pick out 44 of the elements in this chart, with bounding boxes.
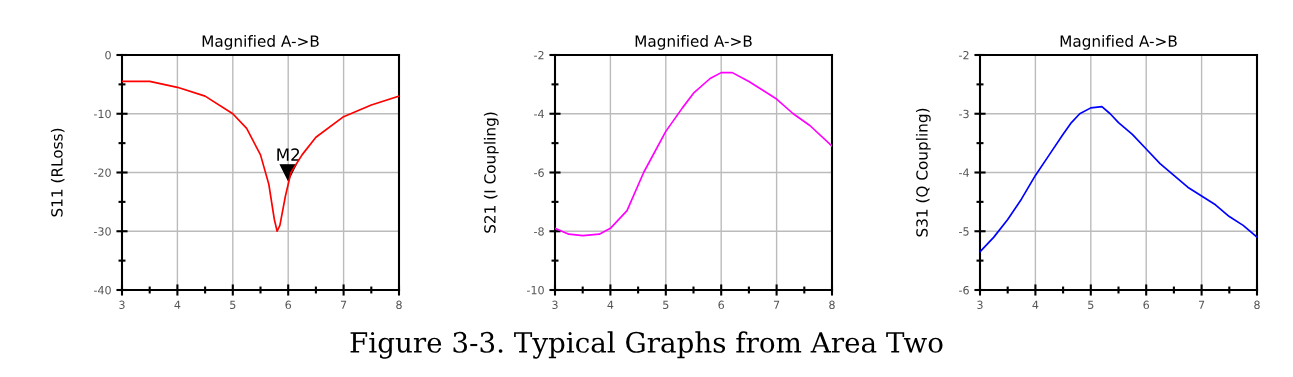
x-tick-label: 6	[1143, 300, 1150, 310]
y-tick-label: -2	[959, 50, 969, 60]
line-series	[122, 80, 399, 233]
y-tick-label: -6	[959, 285, 969, 295]
x-tick-label: 8	[829, 300, 835, 310]
x-tick-label: 8	[1254, 300, 1260, 310]
y-tick-label: -2	[534, 50, 544, 60]
line-series	[980, 105, 1257, 253]
line-series	[555, 71, 832, 237]
y-tick-label: -3	[959, 109, 969, 119]
y-tick-label: -40	[93, 285, 111, 295]
y-tick-label: -4	[959, 168, 969, 177]
chart-title: Magnified A->B	[635, 35, 752, 50]
annotation: M2	[277, 148, 300, 161]
x-tick-label: 6	[718, 300, 725, 310]
x-tick-label: 3	[119, 300, 125, 310]
x-tick-label: 7	[773, 300, 780, 309]
x-tick-label: 5	[1088, 300, 1094, 310]
x-tick-label: 5	[663, 300, 669, 310]
x-tick-label: 3	[977, 300, 983, 310]
caption: Figure 3-3. Typical Graphs from Area Two	[350, 331, 943, 359]
chart-title: Magnified A->B	[202, 35, 319, 50]
y-axis-title: S21 (I Coupling)	[483, 112, 499, 233]
x-tick-label: 7	[340, 300, 347, 309]
y-tick-label: 0	[105, 50, 111, 60]
y-tick-label: -10	[93, 109, 111, 119]
x-tick-label: 7	[1198, 300, 1205, 309]
x-tick-label: 4	[607, 300, 614, 309]
y-tick-label: -6	[534, 168, 544, 177]
y-tick-label: -5	[959, 227, 969, 236]
chart-title: Magnified A->B	[1060, 35, 1177, 50]
x-tick-label: 8	[396, 300, 402, 310]
x-tick-label: 4	[1032, 300, 1039, 309]
y-axis-title: S31 (Q Coupling)	[915, 108, 931, 237]
y-tick-label: -10	[526, 285, 544, 295]
y-tick-label: -4	[534, 109, 544, 118]
y-tick-label: -20	[93, 168, 111, 177]
x-tick-label: 5	[230, 300, 236, 310]
x-tick-label: 4	[174, 300, 181, 309]
y-tick-label: -8	[534, 227, 544, 236]
x-tick-label: 3	[552, 300, 558, 310]
x-tick-label: 6	[285, 300, 292, 310]
y-axis-title: S11 (RLoss)	[50, 128, 65, 217]
y-tick-label: -30	[93, 227, 111, 236]
